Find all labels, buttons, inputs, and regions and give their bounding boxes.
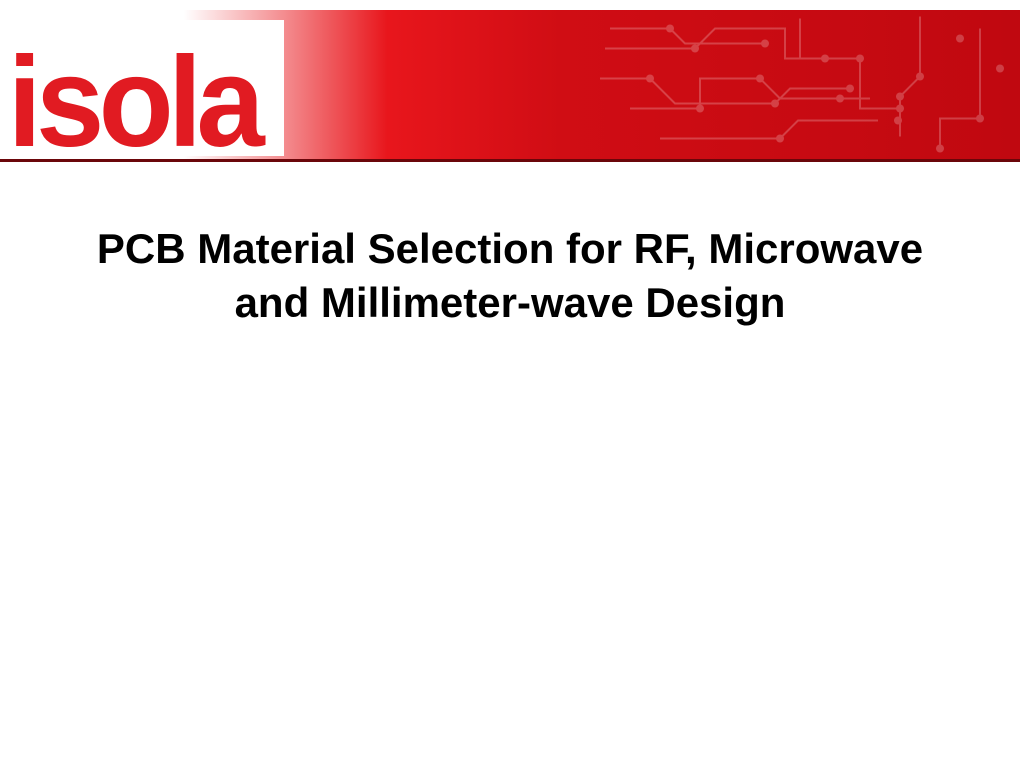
header-band: isola (0, 10, 1020, 162)
pcb-traces-decoration (600, 10, 1020, 159)
slide-title: PCB Material Selection for RF, Microwave… (60, 222, 960, 330)
logo-text: isola (0, 51, 259, 156)
slide-content: PCB Material Selection for RF, Microwave… (0, 162, 1020, 330)
logo: isola (0, 20, 284, 156)
